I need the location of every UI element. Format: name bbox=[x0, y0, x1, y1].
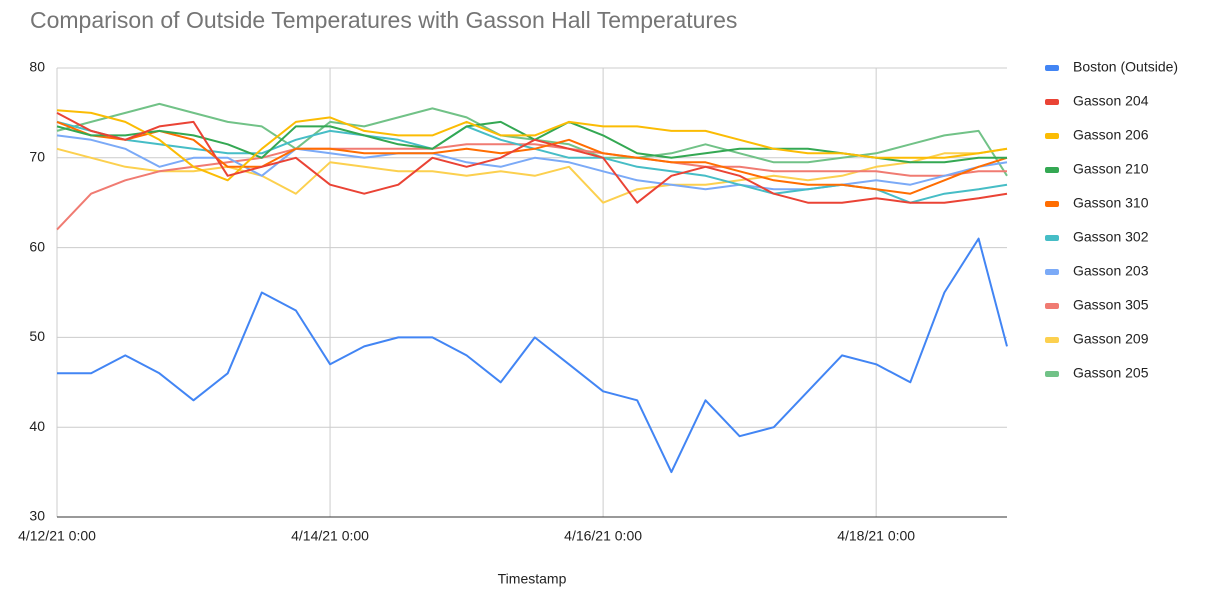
y-tick-label: 30 bbox=[29, 508, 45, 524]
y-tick-label: 60 bbox=[29, 238, 45, 254]
y-tick-label: 40 bbox=[29, 418, 45, 434]
data-line bbox=[56, 143, 1007, 231]
x-tick-label: 4/16/21 0:00 bbox=[564, 528, 642, 544]
legend-label: Gasson 310 bbox=[1073, 195, 1149, 211]
legend-swatch bbox=[1045, 133, 1059, 139]
legend-label: Boston (Outside) bbox=[1073, 59, 1178, 75]
x-tick-label: 4/14/21 0:00 bbox=[291, 528, 369, 544]
legend-swatch bbox=[1045, 371, 1059, 377]
legend-swatch bbox=[1045, 235, 1059, 241]
legend-label: Gasson 206 bbox=[1073, 127, 1149, 143]
chart-title: Comparison of Outside Temperatures with … bbox=[30, 7, 737, 33]
legend-swatch bbox=[1045, 201, 1059, 207]
x-axis-label: Timestamp bbox=[498, 571, 567, 587]
y-tick-label: 70 bbox=[29, 149, 45, 165]
legend-swatch bbox=[1045, 65, 1059, 71]
x-tick-label: 4/18/21 0:00 bbox=[837, 528, 915, 544]
legend-label: Gasson 302 bbox=[1073, 229, 1149, 245]
y-tick-label: 80 bbox=[29, 59, 45, 75]
legend-label: Gasson 305 bbox=[1073, 297, 1149, 313]
data-line bbox=[57, 237, 1008, 474]
legend-swatch bbox=[1045, 337, 1059, 343]
legend-label: Gasson 203 bbox=[1073, 263, 1149, 279]
legend-label: Gasson 205 bbox=[1073, 365, 1149, 381]
legend-swatch bbox=[1045, 303, 1059, 309]
legend-label: Gasson 210 bbox=[1073, 161, 1149, 177]
y-tick-label: 50 bbox=[29, 328, 45, 344]
legend-swatch bbox=[1045, 167, 1059, 173]
data-line bbox=[56, 112, 1008, 204]
data-line bbox=[56, 120, 1008, 204]
data-line bbox=[56, 109, 1008, 182]
data-line bbox=[56, 147, 1008, 204]
legend-swatch bbox=[1045, 99, 1059, 105]
legend-label: Gasson 204 bbox=[1073, 93, 1149, 109]
x-tick-label: 4/12/21 0:00 bbox=[18, 528, 96, 544]
legend-swatch bbox=[1045, 269, 1059, 275]
legend-label: Gasson 209 bbox=[1073, 331, 1149, 347]
